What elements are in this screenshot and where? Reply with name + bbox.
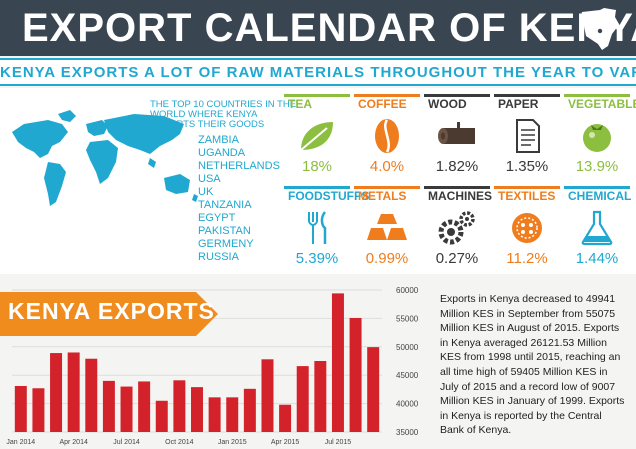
product-chemical: CHEMICAL 1.44%	[564, 186, 632, 272]
x-tick-label: Oct 2014	[165, 439, 194, 446]
chart-bar	[261, 359, 274, 432]
x-tick-label: Apr 2014	[59, 439, 88, 446]
product-value: 5.39%	[295, 250, 339, 267]
product-machines: MACHINES 0.27%	[424, 186, 493, 272]
button-icon	[512, 213, 542, 243]
product-label: MACHINES	[428, 189, 493, 203]
country-item: EGYPT	[198, 212, 236, 224]
product-value: 0.27%	[435, 250, 479, 267]
x-tick-label: Jul 2014	[113, 439, 140, 446]
y-tick-label: 50000	[396, 343, 419, 352]
chart-bar	[14, 385, 27, 432]
chart-bar	[155, 400, 168, 432]
country-item: NETHERLANDS	[198, 160, 280, 172]
product-label: CHEMICAL	[568, 189, 632, 203]
cutlery-icon	[308, 211, 327, 244]
y-tick-label: 55000	[396, 314, 419, 323]
product-value: 1.82%	[435, 158, 479, 175]
chart-bar	[138, 381, 151, 432]
country-item: TANZANIA	[198, 199, 252, 211]
product-tea: TEA 18%	[284, 94, 350, 180]
world-map-icon	[12, 110, 198, 206]
page-title: EXPORT CALENDAR OF KENYA	[22, 6, 636, 50]
product-label: VEGETABLE	[568, 97, 636, 111]
product-label: WOOD	[428, 97, 467, 111]
product-value: 11.2%	[506, 250, 548, 267]
chart-bar	[67, 352, 80, 432]
product-value: 1.44%	[575, 250, 619, 267]
chart-bar	[191, 387, 203, 432]
product-value: 1.35%	[505, 158, 549, 175]
product-foodstuffs: FOODSTUFFS 5.39%	[284, 186, 370, 272]
y-tick-label: 40000	[396, 400, 419, 409]
metal-bars-icon	[367, 214, 407, 240]
chart-bar	[50, 353, 63, 432]
chart-bar	[279, 404, 292, 432]
country-item: UGANDA	[198, 147, 246, 159]
exports-banner	[0, 292, 218, 336]
flask-icon	[581, 210, 613, 246]
chart-bar	[85, 358, 98, 432]
chart-bar	[226, 397, 239, 432]
paper-document-icon	[516, 119, 540, 153]
product-wood: WOOD 1.82%	[424, 94, 490, 180]
product-coffee: COFFEE 4.0%	[354, 94, 420, 180]
product-label: TEXTILES	[498, 189, 556, 203]
country-item: GERMENY	[198, 238, 254, 250]
country-item: PAKISTAN	[198, 225, 251, 237]
tea-leaf-icon	[300, 122, 333, 151]
product-paper: PAPER 1.35%	[494, 94, 560, 180]
subtitle-banner: KENYA EXPORTS A LOT OF RAW MATERIALS THR…	[0, 58, 636, 86]
chart-bar	[102, 380, 115, 432]
chart-bar	[331, 293, 344, 432]
chart-bar	[367, 347, 380, 432]
country-item: USA	[198, 173, 221, 185]
x-tick-label: Jan 2015	[218, 439, 247, 446]
tomato-icon	[583, 124, 611, 152]
product-label: FOODSTUFFS	[288, 189, 370, 203]
x-tick-label: Jul 2015	[325, 439, 352, 446]
chart-bar	[349, 317, 362, 432]
country-item: RUSSIA	[198, 251, 239, 263]
chart-bar	[314, 361, 327, 432]
chart-bar	[296, 366, 309, 432]
product-value: 18%	[301, 158, 333, 175]
country-item: ZAMBIA	[198, 134, 239, 146]
product-label: PAPER	[498, 97, 539, 111]
gears-icon	[438, 211, 475, 245]
countries-heading: THE TOP 10 COUNTRIES IN THE WORLD WHERE …	[150, 99, 297, 130]
product-metals: METALS 0.99%	[354, 186, 420, 272]
chart-bar	[32, 388, 45, 432]
y-tick-label: 45000	[396, 371, 419, 380]
product-label: COFFEE	[358, 97, 407, 111]
kenya-map-icon	[580, 8, 618, 50]
product-value: 13.9%	[575, 158, 619, 175]
product-vegetable: VEGETABLE 13.9%	[564, 94, 636, 180]
y-tick-label: 60000	[396, 286, 419, 295]
countries-list: ZAMBIA UGANDA NETHERLANDS USA UK TANZANI…	[198, 134, 280, 264]
country-item: UK	[198, 186, 214, 198]
chart-bar	[173, 380, 186, 432]
wood-log-icon	[438, 122, 475, 144]
chart-bar	[120, 386, 133, 432]
exports-description: Exports in Kenya decreased to 49941 Mill…	[440, 293, 625, 437]
top-panel: THE TOP 10 COUNTRIES IN THE WORLD WHERE …	[0, 88, 636, 274]
header: EXPORT CALENDAR OF KENYA	[0, 0, 636, 56]
banner-title: KENYA EXPORTS	[8, 298, 215, 324]
chart-bar	[243, 388, 256, 432]
y-tick-label: 35000	[396, 428, 419, 437]
product-value: 4.0%	[369, 158, 405, 175]
x-tick-label: Jan 2014	[6, 439, 35, 446]
product-textiles: TEXTILES 11.2%	[494, 186, 560, 272]
product-label: METALS	[358, 189, 407, 203]
x-tick-label: Apr 2015	[271, 439, 300, 446]
product-value: 0.99%	[365, 250, 409, 267]
chart-bar	[208, 397, 221, 432]
product-label: TEA	[288, 97, 312, 111]
exports-section: 60000 55000 50000 45000 40000 35000 Jan 2014 Ap…	[0, 278, 636, 449]
coffee-bean-icon	[375, 119, 399, 153]
